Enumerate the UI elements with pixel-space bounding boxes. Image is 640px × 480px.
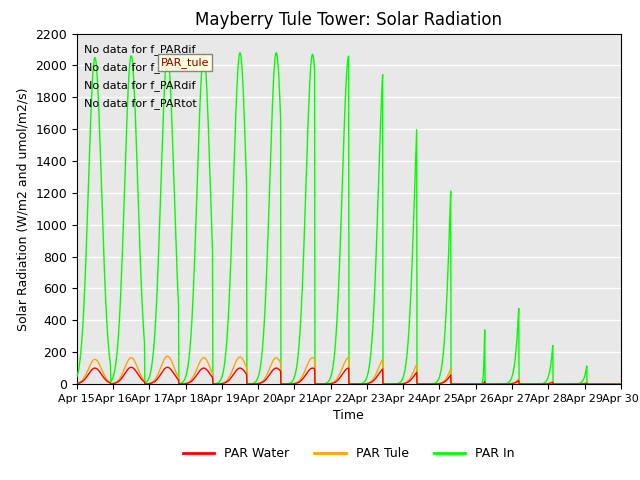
Text: No data for f_PARdif: No data for f_PARdif <box>84 44 195 55</box>
Text: No data for f_PARtot: No data for f_PARtot <box>84 98 196 109</box>
X-axis label: Time: Time <box>333 409 364 422</box>
Y-axis label: Solar Radiation (W/m2 and umol/m2/s): Solar Radiation (W/m2 and umol/m2/s) <box>17 87 29 331</box>
Text: No data for f_PARdif: No data for f_PARdif <box>84 80 195 91</box>
Legend: PAR Water, PAR Tule, PAR In: PAR Water, PAR Tule, PAR In <box>178 443 520 465</box>
Text: PAR_tule: PAR_tule <box>161 57 210 68</box>
Text: No data for f_PARtot: No data for f_PARtot <box>84 62 196 72</box>
Title: Mayberry Tule Tower: Solar Radiation: Mayberry Tule Tower: Solar Radiation <box>195 11 502 29</box>
